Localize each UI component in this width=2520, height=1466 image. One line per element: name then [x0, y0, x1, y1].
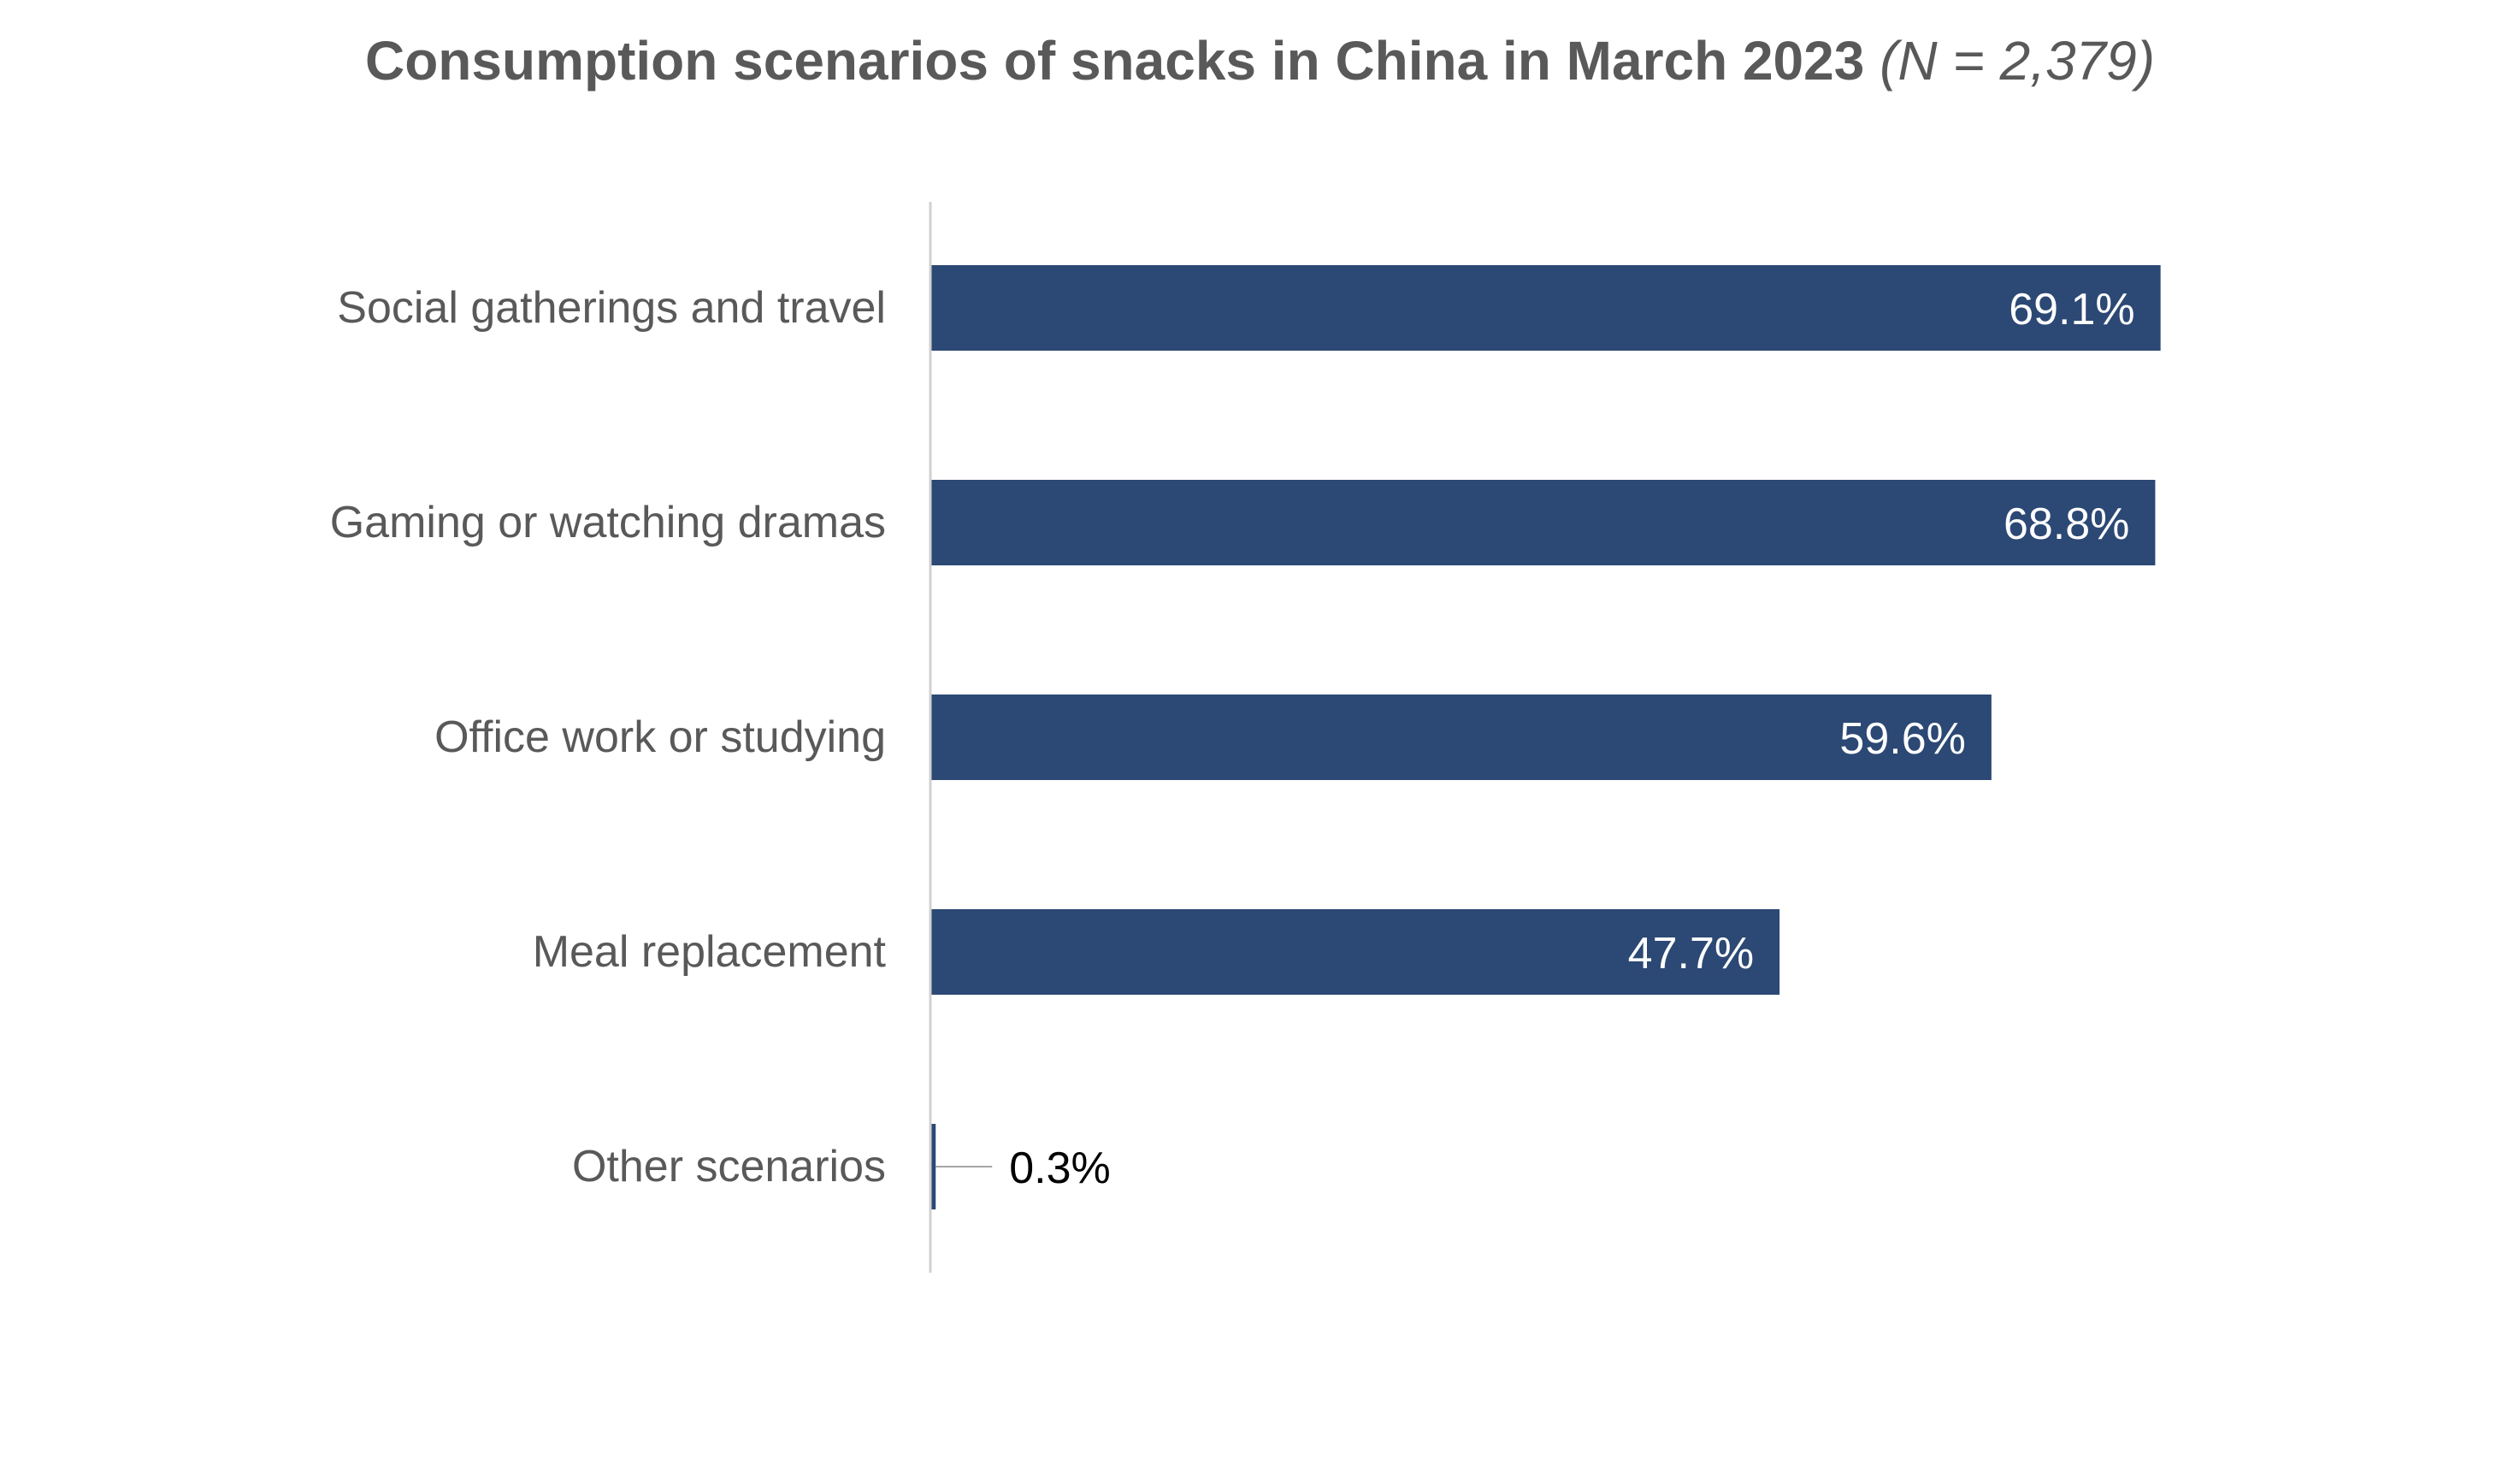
chart-title: Consumption scenarios of snacks in China… [0, 29, 2520, 92]
bar [930, 909, 1780, 995]
chart-subtitle: (N = 2,379) [1880, 30, 2156, 92]
data-label: 68.8% [2004, 500, 2129, 549]
category-label: Gaming or watching dramas [330, 498, 886, 547]
bar [930, 480, 2156, 565]
data-label: 69.1% [2009, 285, 2134, 334]
category-label: Meal replacement [533, 927, 887, 977]
category-label: Other scenarios [572, 1142, 886, 1191]
bar [930, 695, 1992, 780]
data-label: 0.3% [1009, 1144, 1111, 1193]
category-label: Office work or studying [434, 712, 886, 762]
bar [930, 265, 2161, 351]
bar [930, 1124, 936, 1209]
data-label: 47.7% [1628, 929, 1754, 978]
category-label: Social gatherings and travel [337, 283, 886, 333]
bars-layer: Social gatherings and travel 69.1% Gaming … [330, 265, 2161, 1209]
chart-title-main: Consumption scenarios of snacks in China… [364, 30, 1865, 92]
data-label: 59.6% [1839, 714, 1965, 764]
